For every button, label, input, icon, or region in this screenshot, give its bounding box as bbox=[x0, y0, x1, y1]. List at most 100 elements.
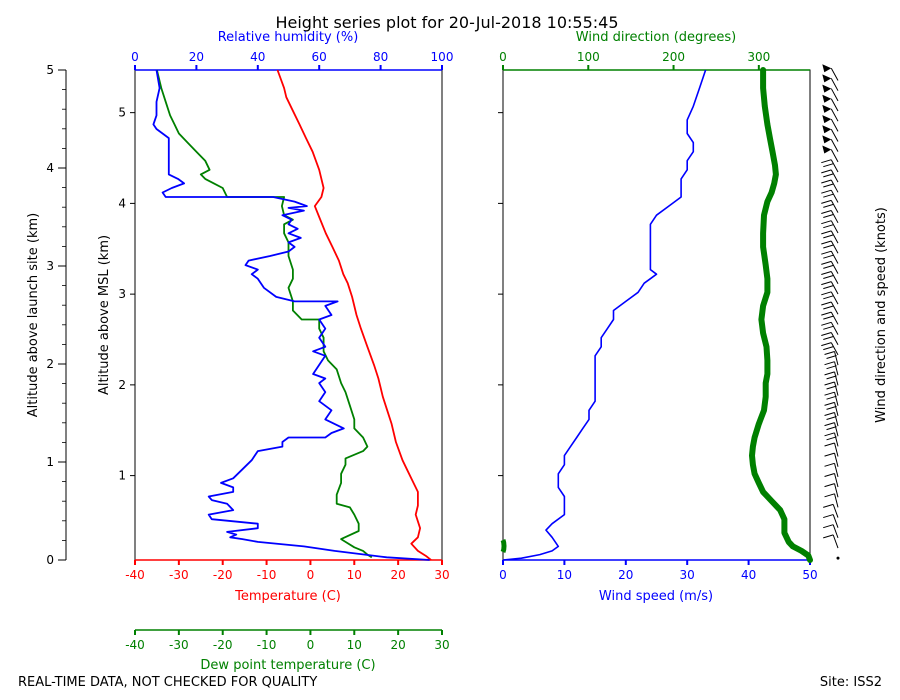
wind-barb-pennant bbox=[822, 125, 832, 134]
msl-altitude-axis-title: Altitude above MSL (km) bbox=[97, 235, 112, 395]
wind-barb-feather bbox=[823, 503, 834, 508]
wind-speed-axis-tick-label: 30 bbox=[680, 568, 695, 582]
wind-barb-feather bbox=[824, 493, 835, 498]
plot-layer: 0 20 40 60 80 100-40 -30 -20 -10 0 10 20 30-40 -30 -20… bbox=[46, 50, 840, 652]
wind-barb bbox=[830, 230, 839, 244]
wind-barb-feather bbox=[821, 311, 832, 316]
wind-barb-feather bbox=[823, 234, 834, 239]
launch-altitude-axis-tick-label: 3 bbox=[46, 259, 54, 273]
site-label: Site: ISS2 bbox=[820, 675, 882, 690]
wind-barb bbox=[834, 432, 839, 447]
wind-barb bbox=[830, 250, 839, 264]
thermo-panel-frame bbox=[134, 69, 443, 561]
relative-humidity-line bbox=[152, 69, 430, 561]
wind-barb bbox=[834, 422, 839, 437]
launch-altitude-axis-tick-label: 0 bbox=[46, 553, 54, 567]
wind-barb bbox=[834, 473, 839, 488]
wind-barb-feather bbox=[823, 524, 834, 529]
wind-barb-feather bbox=[826, 436, 837, 441]
wind-barb bbox=[834, 483, 839, 498]
wind-barb-feather bbox=[821, 250, 832, 255]
wind-barb-feather bbox=[823, 254, 834, 259]
wind-barb-axis-title: Wind direction and speed (knots) bbox=[874, 207, 889, 423]
msl-altitude-axis-tick-label: 2 bbox=[118, 378, 126, 392]
rh-axis-tick-label: 0 bbox=[131, 50, 139, 64]
wind-barb-feather bbox=[824, 422, 835, 427]
wind-barb bbox=[830, 271, 839, 285]
wind-barb bbox=[834, 351, 839, 366]
wind-barb-feather bbox=[824, 391, 835, 396]
wind-barb bbox=[830, 311, 839, 325]
wind-barb-feather bbox=[826, 405, 837, 410]
dewpoint-axis-tick-label: 10 bbox=[347, 638, 362, 652]
wind-barb bbox=[830, 159, 839, 173]
wind-barb bbox=[830, 291, 839, 305]
wind-barb-feather bbox=[824, 371, 835, 376]
wind-barb-feather bbox=[824, 473, 835, 477]
wind-barb bbox=[830, 179, 839, 193]
wind-barb-feather bbox=[821, 230, 832, 235]
wind-barb bbox=[834, 381, 839, 396]
wind-barb bbox=[830, 210, 839, 224]
wind-barb bbox=[830, 342, 839, 356]
wind-barb bbox=[830, 189, 839, 203]
wind-barb bbox=[830, 281, 839, 295]
wind-barb bbox=[830, 220, 839, 234]
wind-barb bbox=[830, 332, 839, 346]
temperature-axis-tick-label: 20 bbox=[391, 568, 406, 582]
wind-barb-feather bbox=[823, 183, 834, 188]
wind-barb-feather bbox=[823, 193, 834, 198]
wind-barb-feather bbox=[823, 534, 834, 539]
wind-barb-feather bbox=[821, 199, 832, 204]
rh-axis-title: Relative humidity (%) bbox=[218, 30, 359, 45]
wind-barb-feather bbox=[821, 342, 832, 347]
wind-barb bbox=[830, 322, 839, 335]
wind-barb-feather bbox=[826, 365, 837, 370]
wind-barb-feather bbox=[821, 220, 832, 225]
temperature-axis-title: Temperature (C) bbox=[234, 589, 341, 604]
wind-barb-feather bbox=[823, 335, 834, 340]
dew-point-line bbox=[156, 69, 373, 559]
wind-barb-pennant bbox=[822, 104, 832, 113]
wind-barb-feather bbox=[823, 224, 834, 229]
wind-barb bbox=[832, 534, 839, 549]
wind-barb-pennant bbox=[822, 94, 832, 103]
chart-title: Height series plot for 20-Jul-2018 10:55… bbox=[275, 13, 618, 32]
wind-barb bbox=[830, 301, 839, 315]
wind-barb-feather bbox=[823, 325, 834, 330]
wind-barb bbox=[830, 128, 839, 142]
wind-speed-axis-tick-label: 40 bbox=[741, 568, 756, 582]
rh-axis-tick-label: 40 bbox=[250, 50, 265, 64]
wind-barb bbox=[830, 240, 839, 254]
temperature-axis-tick-label: 10 bbox=[347, 568, 362, 582]
wind-barb-feather bbox=[823, 285, 834, 290]
wind-barb bbox=[832, 504, 839, 518]
wind-barb-feather bbox=[821, 291, 832, 296]
wind-barb bbox=[834, 493, 839, 508]
launch-altitude-axis-tick-label: 1 bbox=[46, 455, 54, 469]
temperature-axis-tick-label: -40 bbox=[125, 568, 145, 582]
wind-direction-axis-tick-label: 100 bbox=[577, 50, 600, 64]
wind-barb-feather bbox=[821, 240, 832, 245]
wind-barb-feather bbox=[823, 203, 834, 208]
dewpoint-axis-tick-label: -10 bbox=[257, 638, 277, 652]
wind-barb-feather bbox=[821, 179, 832, 184]
wind-direction-axis-title: Wind direction (degrees) bbox=[576, 30, 736, 45]
dewpoint-axis-tick-label: -30 bbox=[169, 638, 189, 652]
temperature-line bbox=[276, 69, 432, 561]
dewpoint-axis-tick-label: -40 bbox=[125, 638, 145, 652]
wind-barb-feather bbox=[821, 189, 832, 194]
temperature-axis-tick-label: -20 bbox=[213, 568, 233, 582]
temperature-axis-tick-label: 0 bbox=[307, 568, 315, 582]
wind-barb-feather bbox=[824, 351, 835, 356]
dewpoint-axis-tick-label: 20 bbox=[391, 638, 406, 652]
wind-barb-pennant bbox=[822, 115, 832, 124]
wind-barb-feather bbox=[823, 514, 834, 519]
wind-speed-axis-title: Wind speed (m/s) bbox=[599, 589, 713, 604]
msl-altitude-axis-tick-label: 4 bbox=[118, 196, 126, 210]
wind-barb-feather bbox=[821, 169, 832, 174]
wind-barb-feather bbox=[824, 483, 835, 488]
wind-barb bbox=[830, 200, 839, 213]
rh-axis-tick-label: 20 bbox=[189, 50, 204, 64]
